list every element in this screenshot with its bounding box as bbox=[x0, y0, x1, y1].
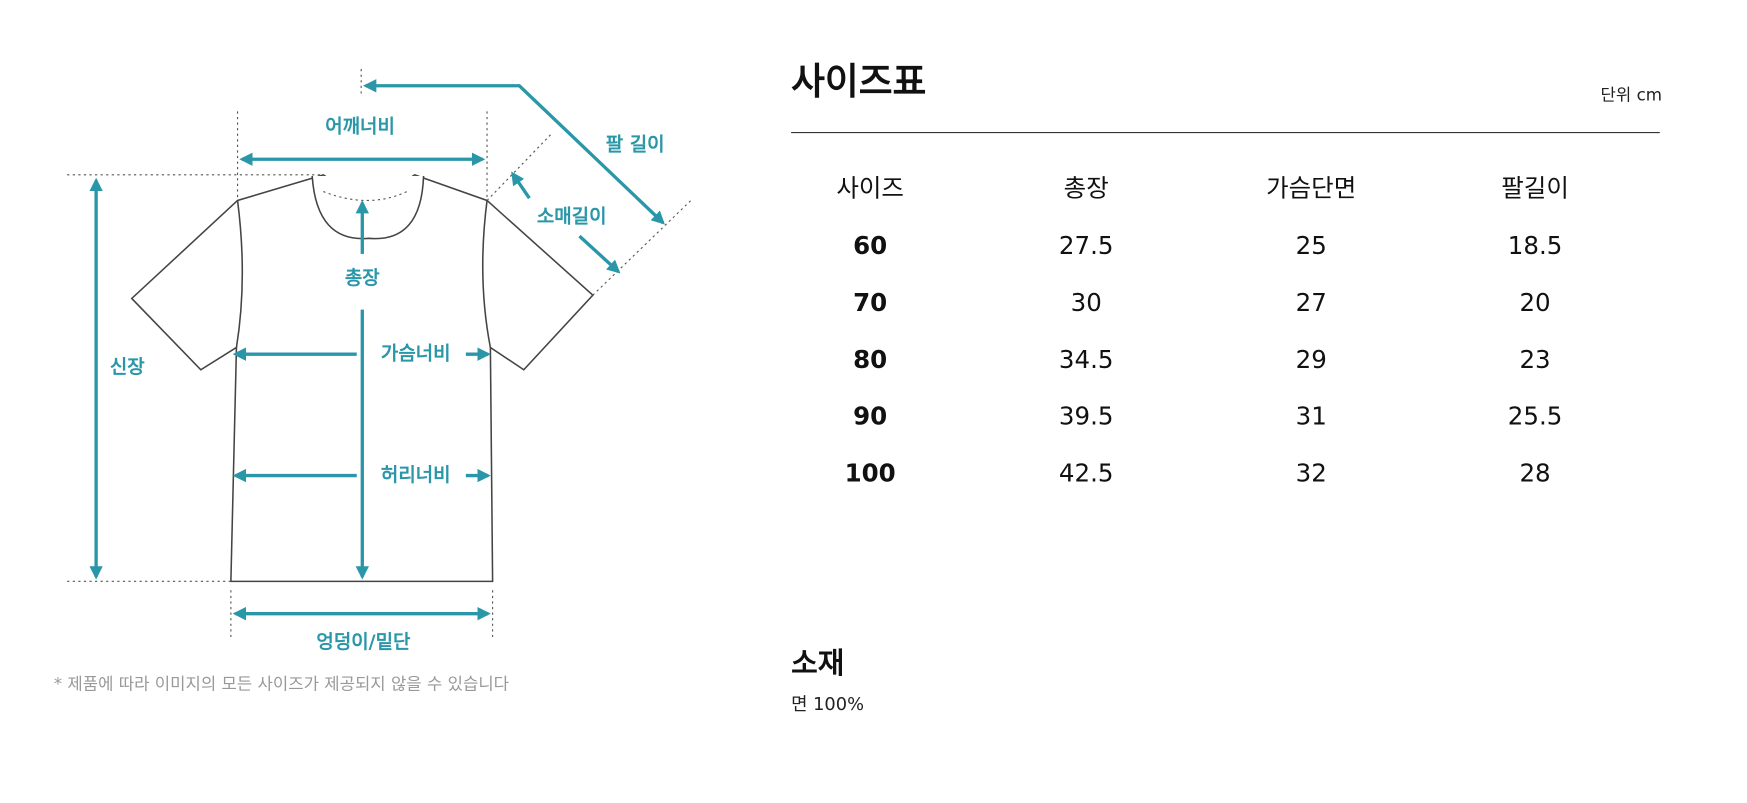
table-cell: 27.5 bbox=[1059, 231, 1114, 260]
column-header: 팔길이 bbox=[1501, 173, 1569, 202]
shirt-diagram: 어깨너비 팔 길이 소매길이 총장 가슴너비 신장 허리너비 엉덩이/밑단 bbox=[67, 69, 692, 653]
table-cell: 27 bbox=[1296, 288, 1327, 317]
table-cell: 39.5 bbox=[1059, 402, 1114, 431]
table-cell: 42.5 bbox=[1059, 458, 1114, 487]
unit: 단위 cm bbox=[1601, 84, 1662, 104]
column-header: 총장 bbox=[1064, 173, 1109, 202]
note: * 제품에 따라 이미지의 모든 사이즈가 제공되지 않을 수 있습니다 bbox=[54, 673, 509, 693]
diagram-label: 총장 bbox=[345, 267, 380, 289]
material-content: 면 100% bbox=[791, 694, 864, 715]
size-table: 사이즈 총장 가슴단면 팔길이 60 27.5 25 18.5 70 30 27 20 80 34.5 29… bbox=[836, 173, 1569, 487]
table-title: 사이즈표 bbox=[791, 60, 926, 103]
diagram-label: 엉덩이/밑단 bbox=[316, 631, 411, 653]
diagram-label: 가슴너비 bbox=[381, 343, 451, 365]
table-cell: 23 bbox=[1519, 345, 1550, 374]
size-cell: 90 bbox=[853, 402, 887, 431]
diagram-label: 어깨너비 bbox=[325, 115, 395, 137]
diagram-label: 신장 bbox=[110, 356, 145, 378]
size-cell: 60 bbox=[853, 231, 887, 260]
table-cell: 25.5 bbox=[1508, 402, 1563, 431]
table-cell: 29 bbox=[1296, 345, 1327, 374]
table-cell: 18.5 bbox=[1508, 231, 1563, 260]
table-cell: 20 bbox=[1519, 288, 1550, 317]
size-cell: 80 bbox=[853, 345, 887, 374]
table-cell: 25 bbox=[1296, 231, 1327, 260]
table-cell: 32 bbox=[1296, 458, 1327, 487]
size-cell: 100 bbox=[845, 458, 896, 487]
diagram-label: 허리너비 bbox=[381, 464, 451, 486]
sleeve-arrow bbox=[578, 234, 621, 274]
table-cell: 28 bbox=[1519, 458, 1550, 487]
column-header: 사이즈 bbox=[836, 173, 904, 202]
diagram-label: 팔 길이 bbox=[606, 133, 665, 155]
material-title: 소재 bbox=[791, 646, 844, 680]
table-cell: 31 bbox=[1296, 402, 1327, 431]
table-cell: 30 bbox=[1071, 288, 1102, 317]
diagram-label: 소매길이 bbox=[537, 206, 607, 228]
table-cell: 34.5 bbox=[1059, 345, 1114, 374]
arm-arrow bbox=[362, 79, 665, 225]
column-header: 가슴단면 bbox=[1266, 173, 1356, 202]
size-cell: 70 bbox=[853, 288, 887, 317]
sleeve-arrow bbox=[511, 171, 531, 200]
